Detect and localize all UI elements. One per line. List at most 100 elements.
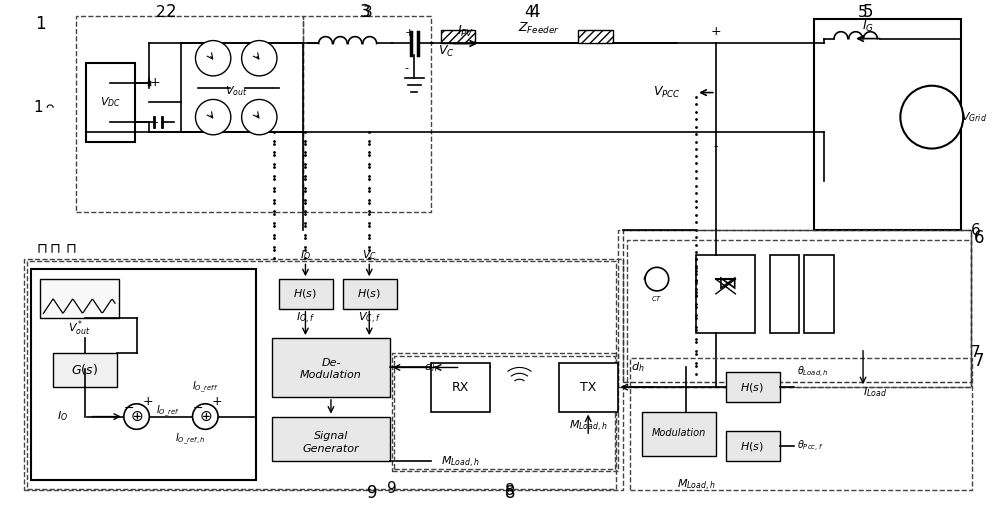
- Circle shape: [900, 86, 963, 148]
- Text: 7: 7: [971, 345, 981, 360]
- Text: 9: 9: [387, 481, 397, 496]
- Text: $V_{DC}$: $V_{DC}$: [100, 95, 121, 109]
- Text: $d_h$: $d_h$: [424, 361, 438, 374]
- Text: $V_C$: $V_C$: [362, 248, 377, 263]
- Circle shape: [195, 99, 231, 135]
- Text: $\theta_{Load,h}$: $\theta_{Load,h}$: [797, 365, 829, 380]
- Text: $I_O$: $I_O$: [57, 410, 68, 424]
- Bar: [726, 431, 780, 461]
- Bar: [618, 230, 971, 387]
- Text: $H(s)$: $H(s)$: [740, 439, 764, 452]
- Bar: [279, 279, 333, 309]
- Circle shape: [242, 99, 277, 135]
- Text: $\sqcap\sqcap\sqcap$: $\sqcap\sqcap\sqcap$: [36, 243, 77, 257]
- Bar: [814, 19, 961, 230]
- Text: 2: 2: [166, 3, 176, 21]
- Text: $\theta_{Pcc,f}$: $\theta_{Pcc,f}$: [797, 438, 824, 453]
- Text: 2: 2: [156, 5, 166, 20]
- Bar: [696, 255, 755, 333]
- Bar: [642, 412, 716, 456]
- Text: $V_{Grid}$: $V_{Grid}$: [961, 110, 987, 124]
- Bar: [578, 30, 613, 43]
- Text: $+$: $+$: [211, 395, 222, 408]
- Bar: [394, 356, 615, 469]
- Text: TX: TX: [580, 381, 596, 393]
- Bar: [770, 255, 799, 333]
- Text: 1: 1: [35, 15, 46, 33]
- Bar: [392, 352, 618, 471]
- Bar: [272, 417, 390, 461]
- Text: -: -: [153, 116, 157, 129]
- Text: 4: 4: [524, 5, 534, 20]
- Text: $-$: $-$: [192, 400, 203, 414]
- Bar: [31, 269, 256, 480]
- Text: $I_{O\_reff}$: $I_{O\_reff}$: [192, 379, 218, 395]
- Text: Modulation: Modulation: [651, 428, 706, 438]
- Bar: [630, 358, 972, 490]
- Bar: [441, 30, 475, 43]
- Text: $V^*_{out}$: $V^*_{out}$: [68, 318, 91, 338]
- Text: $M_{Load,h}$: $M_{Load,h}$: [677, 478, 716, 493]
- Text: $I_{O\_ref,h}$: $I_{O\_ref,h}$: [175, 432, 206, 447]
- Bar: [40, 279, 119, 318]
- Bar: [559, 363, 618, 412]
- Bar: [343, 279, 397, 309]
- Text: $\oplus$: $\oplus$: [199, 409, 212, 424]
- Bar: [24, 260, 623, 490]
- Text: $V_{PCC}$: $V_{PCC}$: [653, 85, 681, 100]
- Text: Signal: Signal: [314, 431, 348, 441]
- Text: $Z_{Feeder}$: $Z_{Feeder}$: [518, 21, 560, 36]
- Text: -: -: [714, 140, 718, 153]
- Circle shape: [195, 40, 231, 76]
- Bar: [804, 255, 834, 333]
- Text: $_{CT}$: $_{CT}$: [651, 294, 663, 304]
- Text: +: +: [710, 25, 721, 38]
- Text: $I_{Load}$: $I_{Load}$: [863, 385, 887, 399]
- Text: RX: RX: [452, 381, 469, 393]
- Bar: [76, 16, 303, 213]
- Text: $\bowtie$: $\bowtie$: [714, 275, 737, 293]
- Text: $d_h$: $d_h$: [631, 361, 644, 374]
- Text: $+$: $+$: [142, 395, 154, 408]
- Text: 5: 5: [863, 3, 873, 21]
- Text: 6: 6: [971, 223, 981, 237]
- Text: $H(s)$: $H(s)$: [293, 287, 317, 300]
- Text: $I_O$: $I_O$: [300, 248, 311, 263]
- Text: -: -: [405, 63, 409, 73]
- Circle shape: [242, 40, 277, 76]
- Text: 6: 6: [974, 229, 984, 247]
- Text: 7: 7: [974, 351, 984, 370]
- Circle shape: [193, 404, 218, 429]
- Text: $I_{PV}$: $I_{PV}$: [457, 24, 474, 39]
- Text: 3: 3: [362, 5, 372, 20]
- Text: +: +: [150, 76, 161, 89]
- Bar: [86, 63, 135, 142]
- Text: $I_G$: $I_G$: [862, 19, 874, 34]
- Bar: [627, 240, 971, 387]
- Text: $H(s)$: $H(s)$: [357, 287, 381, 300]
- Text: +: +: [405, 28, 414, 38]
- Text: 9: 9: [367, 484, 377, 502]
- Text: 8: 8: [505, 483, 514, 498]
- Bar: [726, 372, 780, 402]
- Text: $H(s)$: $H(s)$: [740, 381, 764, 393]
- Text: 5: 5: [858, 5, 868, 20]
- Text: $V_{C,f}$: $V_{C,f}$: [358, 311, 381, 326]
- Bar: [27, 262, 616, 489]
- Text: 4: 4: [529, 3, 539, 21]
- Text: $G(s)$: $G(s)$: [71, 362, 98, 377]
- Bar: [272, 338, 390, 397]
- Text: Modulation: Modulation: [300, 370, 362, 380]
- Text: $M_{Load,h}$: $M_{Load,h}$: [569, 419, 608, 434]
- Text: $I_{O,f}$: $I_{O,f}$: [296, 311, 315, 326]
- Text: 8: 8: [504, 484, 515, 502]
- Text: 3: 3: [360, 3, 371, 21]
- Bar: [623, 230, 971, 382]
- Text: 1: 1: [34, 100, 43, 115]
- Text: $I_{O\_ref}$: $I_{O\_ref}$: [156, 404, 180, 419]
- Bar: [303, 16, 431, 213]
- Text: $M_{Load,h}$: $M_{Load,h}$: [441, 455, 480, 470]
- Text: $-$: $-$: [123, 400, 134, 414]
- Bar: [53, 352, 117, 387]
- Circle shape: [645, 267, 669, 291]
